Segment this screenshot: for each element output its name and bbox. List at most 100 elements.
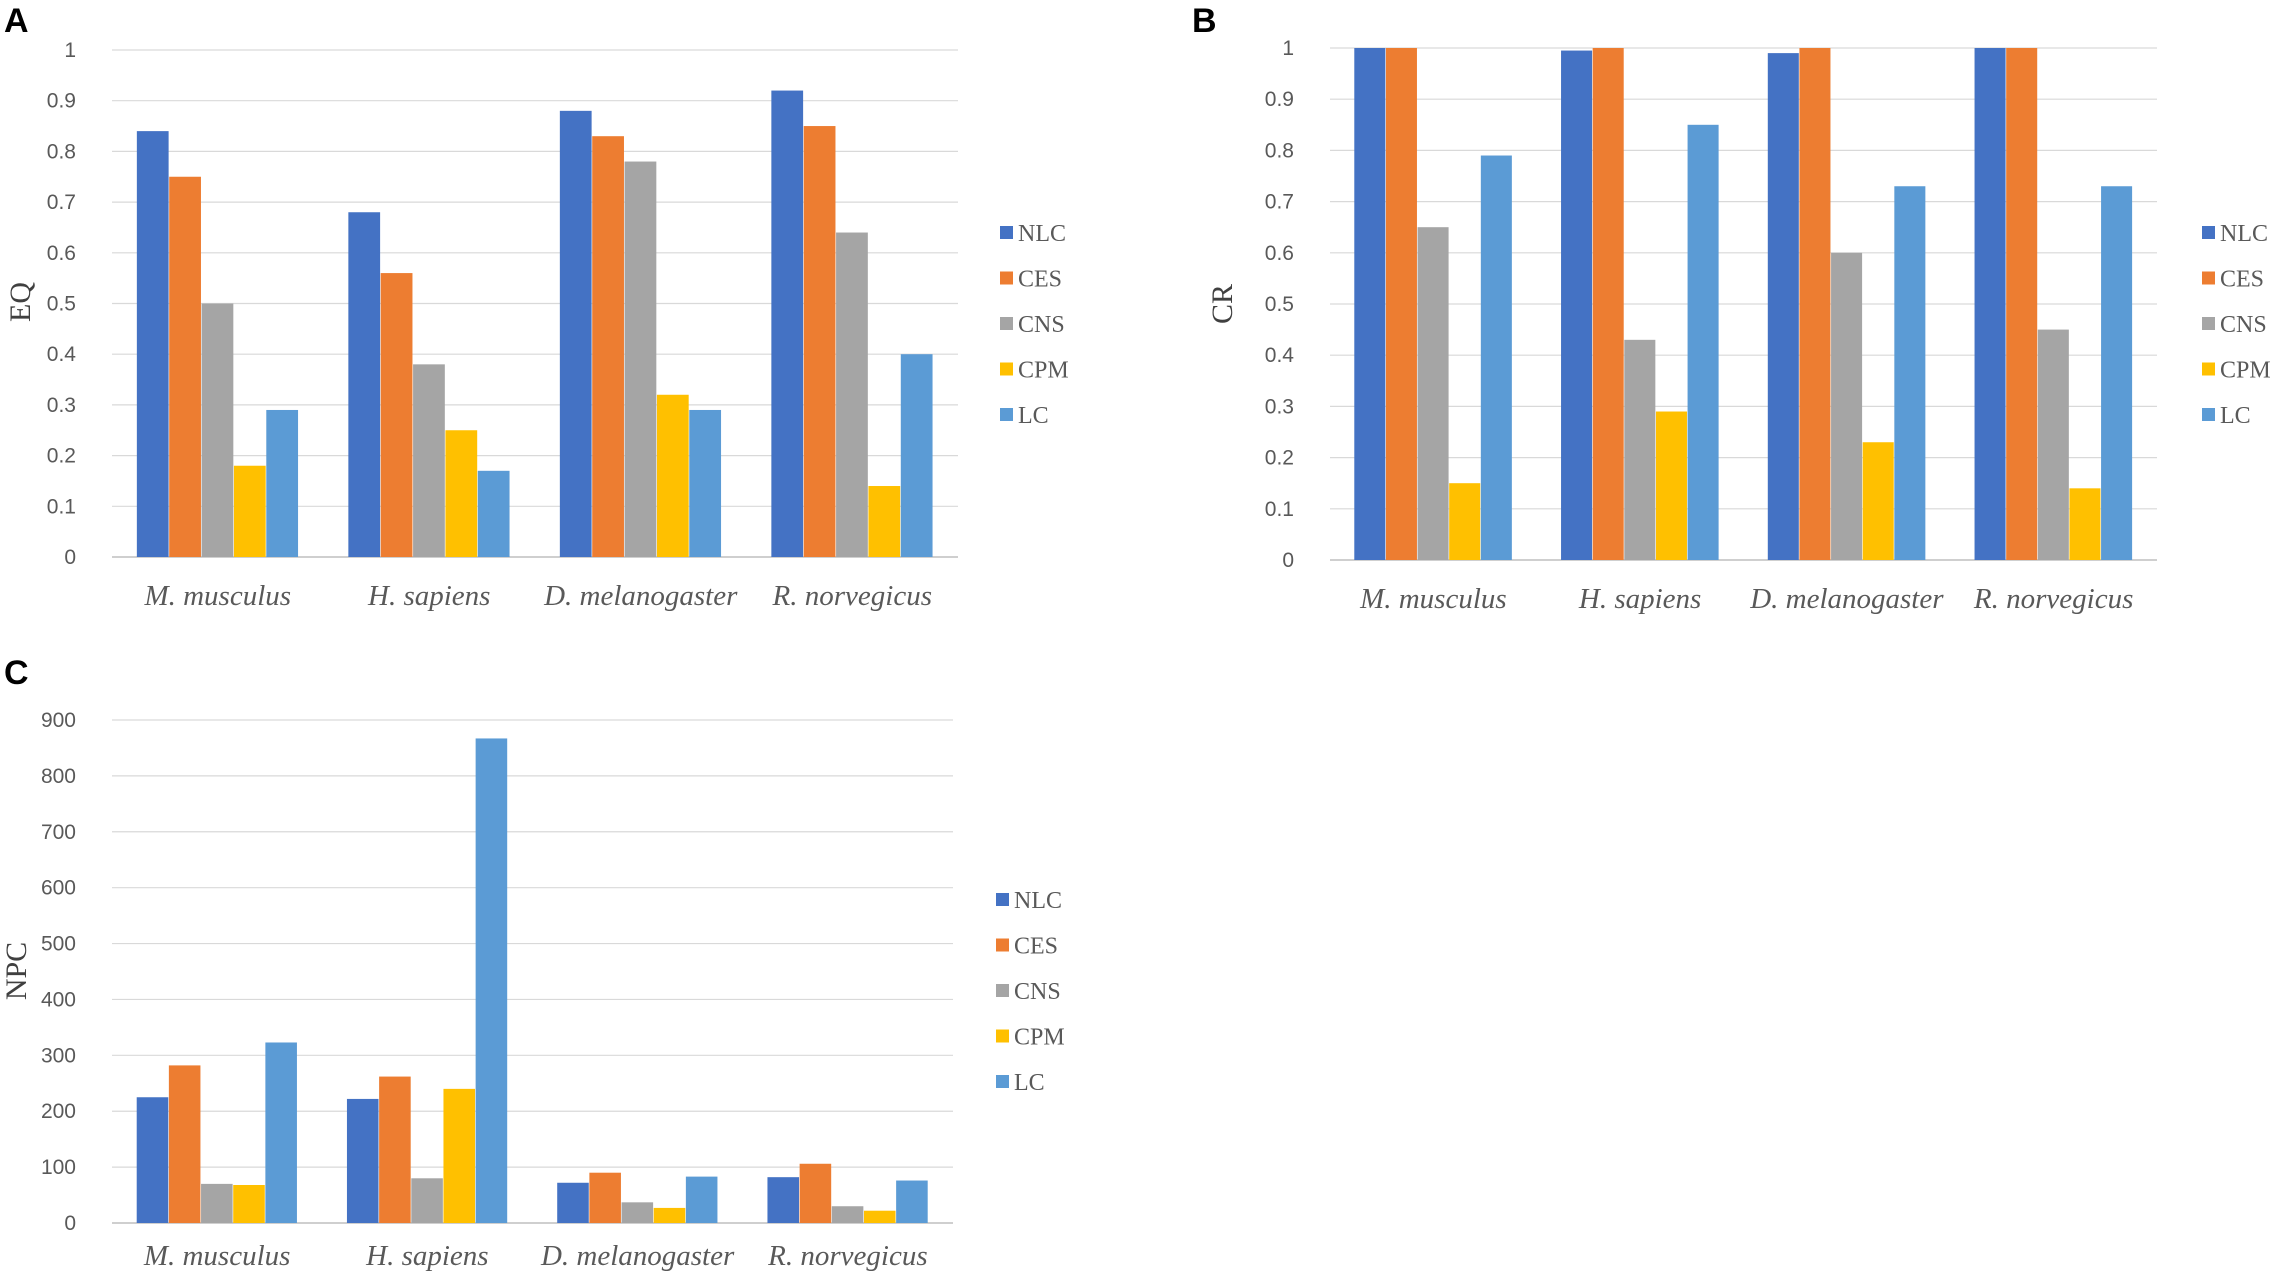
bar-a-m-musculus-cpm bbox=[233, 465, 266, 557]
category-label-b-3: R. norvegicus bbox=[1973, 583, 2133, 615]
legend-swatch-a-nlc bbox=[1000, 226, 1013, 239]
y-tick-label-b-4: 0.4 bbox=[1265, 344, 1295, 367]
bar-c-h-sapiens-nlc bbox=[346, 1098, 379, 1223]
bar-a-d-melanogaster-cns bbox=[624, 161, 657, 558]
legend-label-b-ces: CES bbox=[2220, 267, 2264, 293]
legend-swatch-a-lc bbox=[1000, 408, 1013, 421]
bar-a-r-norvegicus-cns bbox=[836, 232, 868, 557]
y-tick-label-a-0: 0 bbox=[64, 546, 76, 569]
legend-label-b-nlc: NLC bbox=[2220, 221, 2268, 247]
y-tick-label-a-10: 1 bbox=[64, 39, 76, 62]
category-label-c-2: D. melanogaster bbox=[540, 1240, 735, 1272]
bar-c-m-musculus-ces bbox=[168, 1065, 201, 1223]
bar-a-r-norvegicus-lc bbox=[900, 354, 933, 557]
bar-a-m-musculus-cns bbox=[201, 303, 234, 557]
category-label-a-0: M. musculus bbox=[143, 580, 291, 612]
legend-swatch-c-nlc bbox=[996, 893, 1009, 906]
bar-b-r-norvegicus-ces bbox=[2006, 48, 2038, 560]
bar-c-d-melanogaster-lc bbox=[685, 1176, 718, 1223]
legend-swatch-c-cpm bbox=[996, 1029, 1009, 1043]
y-tick-label-a-9: 0.9 bbox=[47, 90, 76, 113]
bar-a-m-musculus-nlc bbox=[136, 131, 169, 557]
y-tick-label-c-2: 200 bbox=[41, 1100, 76, 1123]
legend-label-c-cpm: CPM bbox=[1014, 1025, 1065, 1051]
y-tick-label-c-4: 400 bbox=[41, 988, 76, 1011]
y-axis-label-b: CR bbox=[1206, 284, 1239, 324]
bar-a-r-norvegicus-ces bbox=[803, 126, 836, 558]
bar-b-m-musculus-lc bbox=[1480, 155, 1512, 560]
category-label-a-1: H. sapiens bbox=[367, 580, 490, 612]
bar-c-m-musculus-nlc bbox=[136, 1097, 169, 1223]
legend-label-b-lc: LC bbox=[2220, 403, 2251, 429]
y-tick-label-b-10: 1 bbox=[1282, 37, 1294, 60]
legend-swatch-c-cns bbox=[996, 984, 1009, 997]
legend-label-c-lc: LC bbox=[1014, 1070, 1045, 1096]
bar-c-d-melanogaster-cpm bbox=[653, 1207, 686, 1223]
bar-b-r-norvegicus-nlc bbox=[1974, 48, 2006, 560]
panel-letter-a: A bbox=[4, 2, 29, 40]
chart-panel-b: 0 0.1 0.2 0.3 0.4 0.5 0.6 0.7 0.8 0.9 1 CR M. muscul… bbox=[1200, 0, 2280, 640]
bar-c-d-melanogaster-nlc bbox=[557, 1182, 589, 1223]
legend-swatch-a-ces bbox=[1000, 271, 1013, 285]
legend-label-c-ces: CES bbox=[1014, 934, 1058, 960]
bar-a-m-musculus-lc bbox=[266, 409, 299, 557]
legend-label-a-cpm: CPM bbox=[1018, 358, 1069, 384]
bar-c-r-norvegicus-ces bbox=[799, 1163, 832, 1223]
bar-b-m-musculus-nlc bbox=[1354, 48, 1386, 560]
bar-b-h-sapiens-cns bbox=[1624, 339, 1656, 560]
y-tick-label-a-7: 0.7 bbox=[47, 191, 76, 214]
bar-c-d-melanogaster-cns bbox=[621, 1202, 654, 1223]
y-tick-label-a-4: 0.4 bbox=[47, 343, 77, 366]
bar-a-m-musculus-ces bbox=[169, 176, 201, 557]
chart-b-svg: 0 0.1 0.2 0.3 0.4 0.5 0.6 0.7 0.8 0.9 1 CR M. muscul… bbox=[1206, 37, 2271, 615]
y-tick-label-a-2: 0.2 bbox=[47, 445, 76, 468]
bar-c-m-musculus-lc bbox=[265, 1042, 297, 1223]
legend-label-c-nlc: NLC bbox=[1014, 888, 1062, 914]
legend-label-b-cns: CNS bbox=[2220, 312, 2267, 338]
legend-swatch-a-cns bbox=[1000, 317, 1013, 330]
bar-c-h-sapiens-cpm bbox=[443, 1088, 476, 1223]
bar-c-h-sapiens-ces bbox=[379, 1076, 411, 1223]
panel-letter-b: B bbox=[1192, 2, 1217, 40]
category-label-b-1: H. sapiens bbox=[1578, 583, 1701, 615]
legend-swatch-a-cpm bbox=[1000, 362, 1013, 376]
bar-c-r-norvegicus-lc bbox=[896, 1180, 928, 1223]
bar-c-r-norvegicus-cns bbox=[831, 1206, 864, 1223]
legend-swatch-b-nlc bbox=[2202, 226, 2215, 239]
bar-c-d-melanogaster-ces bbox=[589, 1172, 621, 1223]
y-tick-label-a-6: 0.6 bbox=[47, 242, 76, 265]
bar-b-h-sapiens-ces bbox=[1592, 48, 1624, 560]
bar-a-d-melanogaster-ces bbox=[592, 136, 624, 557]
y-tick-label-c-3: 300 bbox=[41, 1044, 76, 1067]
bar-b-d-melanogaster-lc bbox=[1894, 186, 1926, 561]
legend-label-a-ces: CES bbox=[1018, 267, 1062, 293]
bar-c-r-norvegicus-nlc bbox=[767, 1177, 800, 1223]
y-tick-label-c-7: 700 bbox=[41, 821, 76, 844]
bar-b-m-musculus-cns bbox=[1417, 227, 1449, 560]
bar-a-h-sapiens-nlc bbox=[348, 212, 381, 558]
legend-label-c-cns: CNS bbox=[1014, 979, 1061, 1005]
y-axis-label-a: EQ bbox=[4, 282, 37, 322]
category-label-a-3: R. norvegicus bbox=[772, 580, 932, 612]
category-label-c-1: H. sapiens bbox=[365, 1240, 488, 1272]
legend-label-a-lc: LC bbox=[1018, 403, 1049, 429]
panel-letter-c: C bbox=[4, 654, 29, 692]
y-tick-label-c-1: 100 bbox=[41, 1156, 76, 1179]
bar-b-d-melanogaster-ces bbox=[1799, 48, 1831, 560]
y-axis-label-c: NPC bbox=[0, 942, 33, 1000]
y-tick-label-c-0: 0 bbox=[64, 1212, 76, 1235]
y-tick-label-b-3: 0.3 bbox=[1265, 395, 1294, 418]
y-tick-label-b-2: 0.2 bbox=[1265, 447, 1294, 470]
y-tick-label-b-6: 0.6 bbox=[1265, 242, 1294, 265]
chart-panel-c: 0 100 200 300 400 500 600 700 800 900 NPC M. muscul… bbox=[0, 660, 1140, 1281]
y-tick-label-b-7: 0.7 bbox=[1265, 191, 1294, 214]
category-label-c-3: R. norvegicus bbox=[767, 1240, 927, 1272]
bar-c-h-sapiens-cns bbox=[411, 1178, 443, 1223]
bar-c-r-norvegicus-cpm bbox=[863, 1210, 896, 1223]
legend-label-a-cns: CNS bbox=[1018, 312, 1065, 338]
bar-c-m-musculus-cns bbox=[201, 1183, 233, 1223]
y-tick-label-b-8: 0.8 bbox=[1265, 139, 1294, 162]
y-tick-label-b-9: 0.9 bbox=[1265, 88, 1294, 111]
legend-swatch-c-lc bbox=[996, 1075, 1009, 1088]
bar-a-r-norvegicus-nlc bbox=[771, 90, 804, 557]
